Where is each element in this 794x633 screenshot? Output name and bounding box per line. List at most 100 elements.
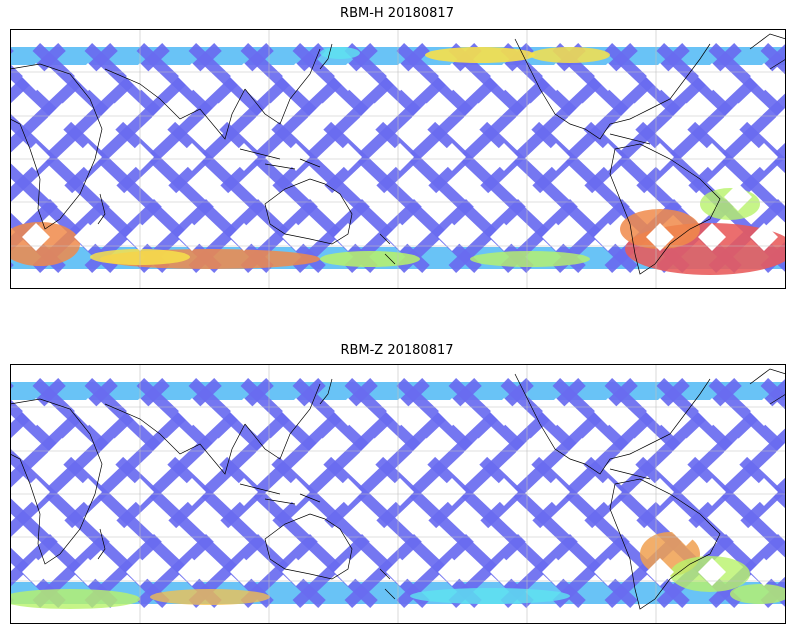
coastline <box>514 373 711 475</box>
track-gap <box>204 183 232 211</box>
coastline <box>10 63 103 230</box>
track-gap <box>308 103 336 131</box>
track-gap <box>516 518 544 546</box>
track-gap <box>438 558 466 586</box>
track-gap <box>438 478 466 506</box>
track-gap <box>152 103 180 131</box>
coastline <box>609 468 651 480</box>
track-gap <box>282 558 310 586</box>
track-gap <box>698 143 726 171</box>
track-gap <box>22 143 50 171</box>
track-gap <box>178 63 206 91</box>
panel-title-rbm-z: RBM-Z 20180817 <box>340 343 454 358</box>
track-gap <box>178 223 206 251</box>
hotspot-south-atlantic-east <box>730 584 786 604</box>
track-gap <box>204 438 232 466</box>
track-gap <box>230 478 258 506</box>
hotspot-southern-ocean-cyan <box>410 588 570 604</box>
track-gap <box>646 63 674 91</box>
track-gap <box>48 183 76 211</box>
track-gap <box>22 478 50 506</box>
track-gap <box>750 478 778 506</box>
track-gap <box>672 103 700 131</box>
track-gap <box>438 63 466 91</box>
satellite-track-map-rbm-h <box>10 29 786 289</box>
hotspot-north-pacific <box>425 47 535 63</box>
track-gap <box>282 63 310 91</box>
satellite-track-map-rbm-z <box>10 364 786 624</box>
coastline <box>749 368 786 405</box>
track-gap <box>230 558 258 586</box>
coastline <box>244 48 321 125</box>
coastline <box>609 133 651 145</box>
track-gap <box>152 518 180 546</box>
track-gap <box>100 103 128 131</box>
track-gap <box>152 438 180 466</box>
track-gap <box>724 518 752 546</box>
track-gap <box>490 478 518 506</box>
track-gap <box>776 107 786 127</box>
track-gap <box>594 63 622 91</box>
track-gap <box>230 143 258 171</box>
track-gap <box>334 478 362 506</box>
track-gap <box>334 143 362 171</box>
track-gap <box>698 558 726 586</box>
track-gap <box>464 103 492 131</box>
track-gap <box>412 183 440 211</box>
track-gap <box>672 518 700 546</box>
gridlines <box>10 364 786 624</box>
track-gap <box>750 63 778 91</box>
track-gap <box>230 398 258 426</box>
track-gap <box>74 478 102 506</box>
track-gap <box>412 103 440 131</box>
track-gap <box>516 103 544 131</box>
track-gap <box>620 183 648 211</box>
track-gap <box>204 518 232 546</box>
swath-desc <box>708 43 786 125</box>
track-gap <box>386 558 414 586</box>
track-gap <box>750 558 778 586</box>
track-gap <box>204 103 232 131</box>
hotspot-southern-ocean-west <box>10 589 140 609</box>
track-gap <box>542 223 570 251</box>
track-gap <box>542 558 570 586</box>
track-gap <box>282 223 310 251</box>
coastline <box>244 383 321 460</box>
track-gap <box>542 478 570 506</box>
coastlines <box>10 33 786 275</box>
track-gap <box>490 398 518 426</box>
coastline <box>239 148 321 170</box>
track-gap <box>542 143 570 171</box>
track-gap <box>386 398 414 426</box>
track-gap <box>360 518 388 546</box>
gridlines <box>10 29 786 289</box>
track-gap <box>178 558 206 586</box>
track-gap <box>48 518 76 546</box>
track-gap <box>724 183 752 211</box>
track-gap <box>438 143 466 171</box>
track-layer <box>10 43 786 273</box>
track-gap <box>334 223 362 251</box>
track-gap <box>308 518 336 546</box>
track-gap <box>386 478 414 506</box>
hotspot-north-pacific-2 <box>530 47 610 63</box>
track-gap <box>100 518 128 546</box>
coastline <box>104 403 246 475</box>
map-frame <box>10 29 786 289</box>
hotspot-southern-ocean-east <box>470 251 590 267</box>
track-gap <box>438 223 466 251</box>
coastline <box>609 143 721 275</box>
track-gap <box>490 143 518 171</box>
coastline <box>10 398 103 565</box>
track-gap <box>230 223 258 251</box>
hotspot-layer <box>10 398 786 609</box>
coastline <box>264 513 353 580</box>
track-gap <box>334 558 362 586</box>
track-gap <box>74 398 102 426</box>
track-gap <box>516 438 544 466</box>
track-gap <box>724 103 752 131</box>
track-gap <box>74 223 102 251</box>
track-gap <box>360 183 388 211</box>
track-gap <box>698 223 726 251</box>
track-gap <box>256 183 284 211</box>
